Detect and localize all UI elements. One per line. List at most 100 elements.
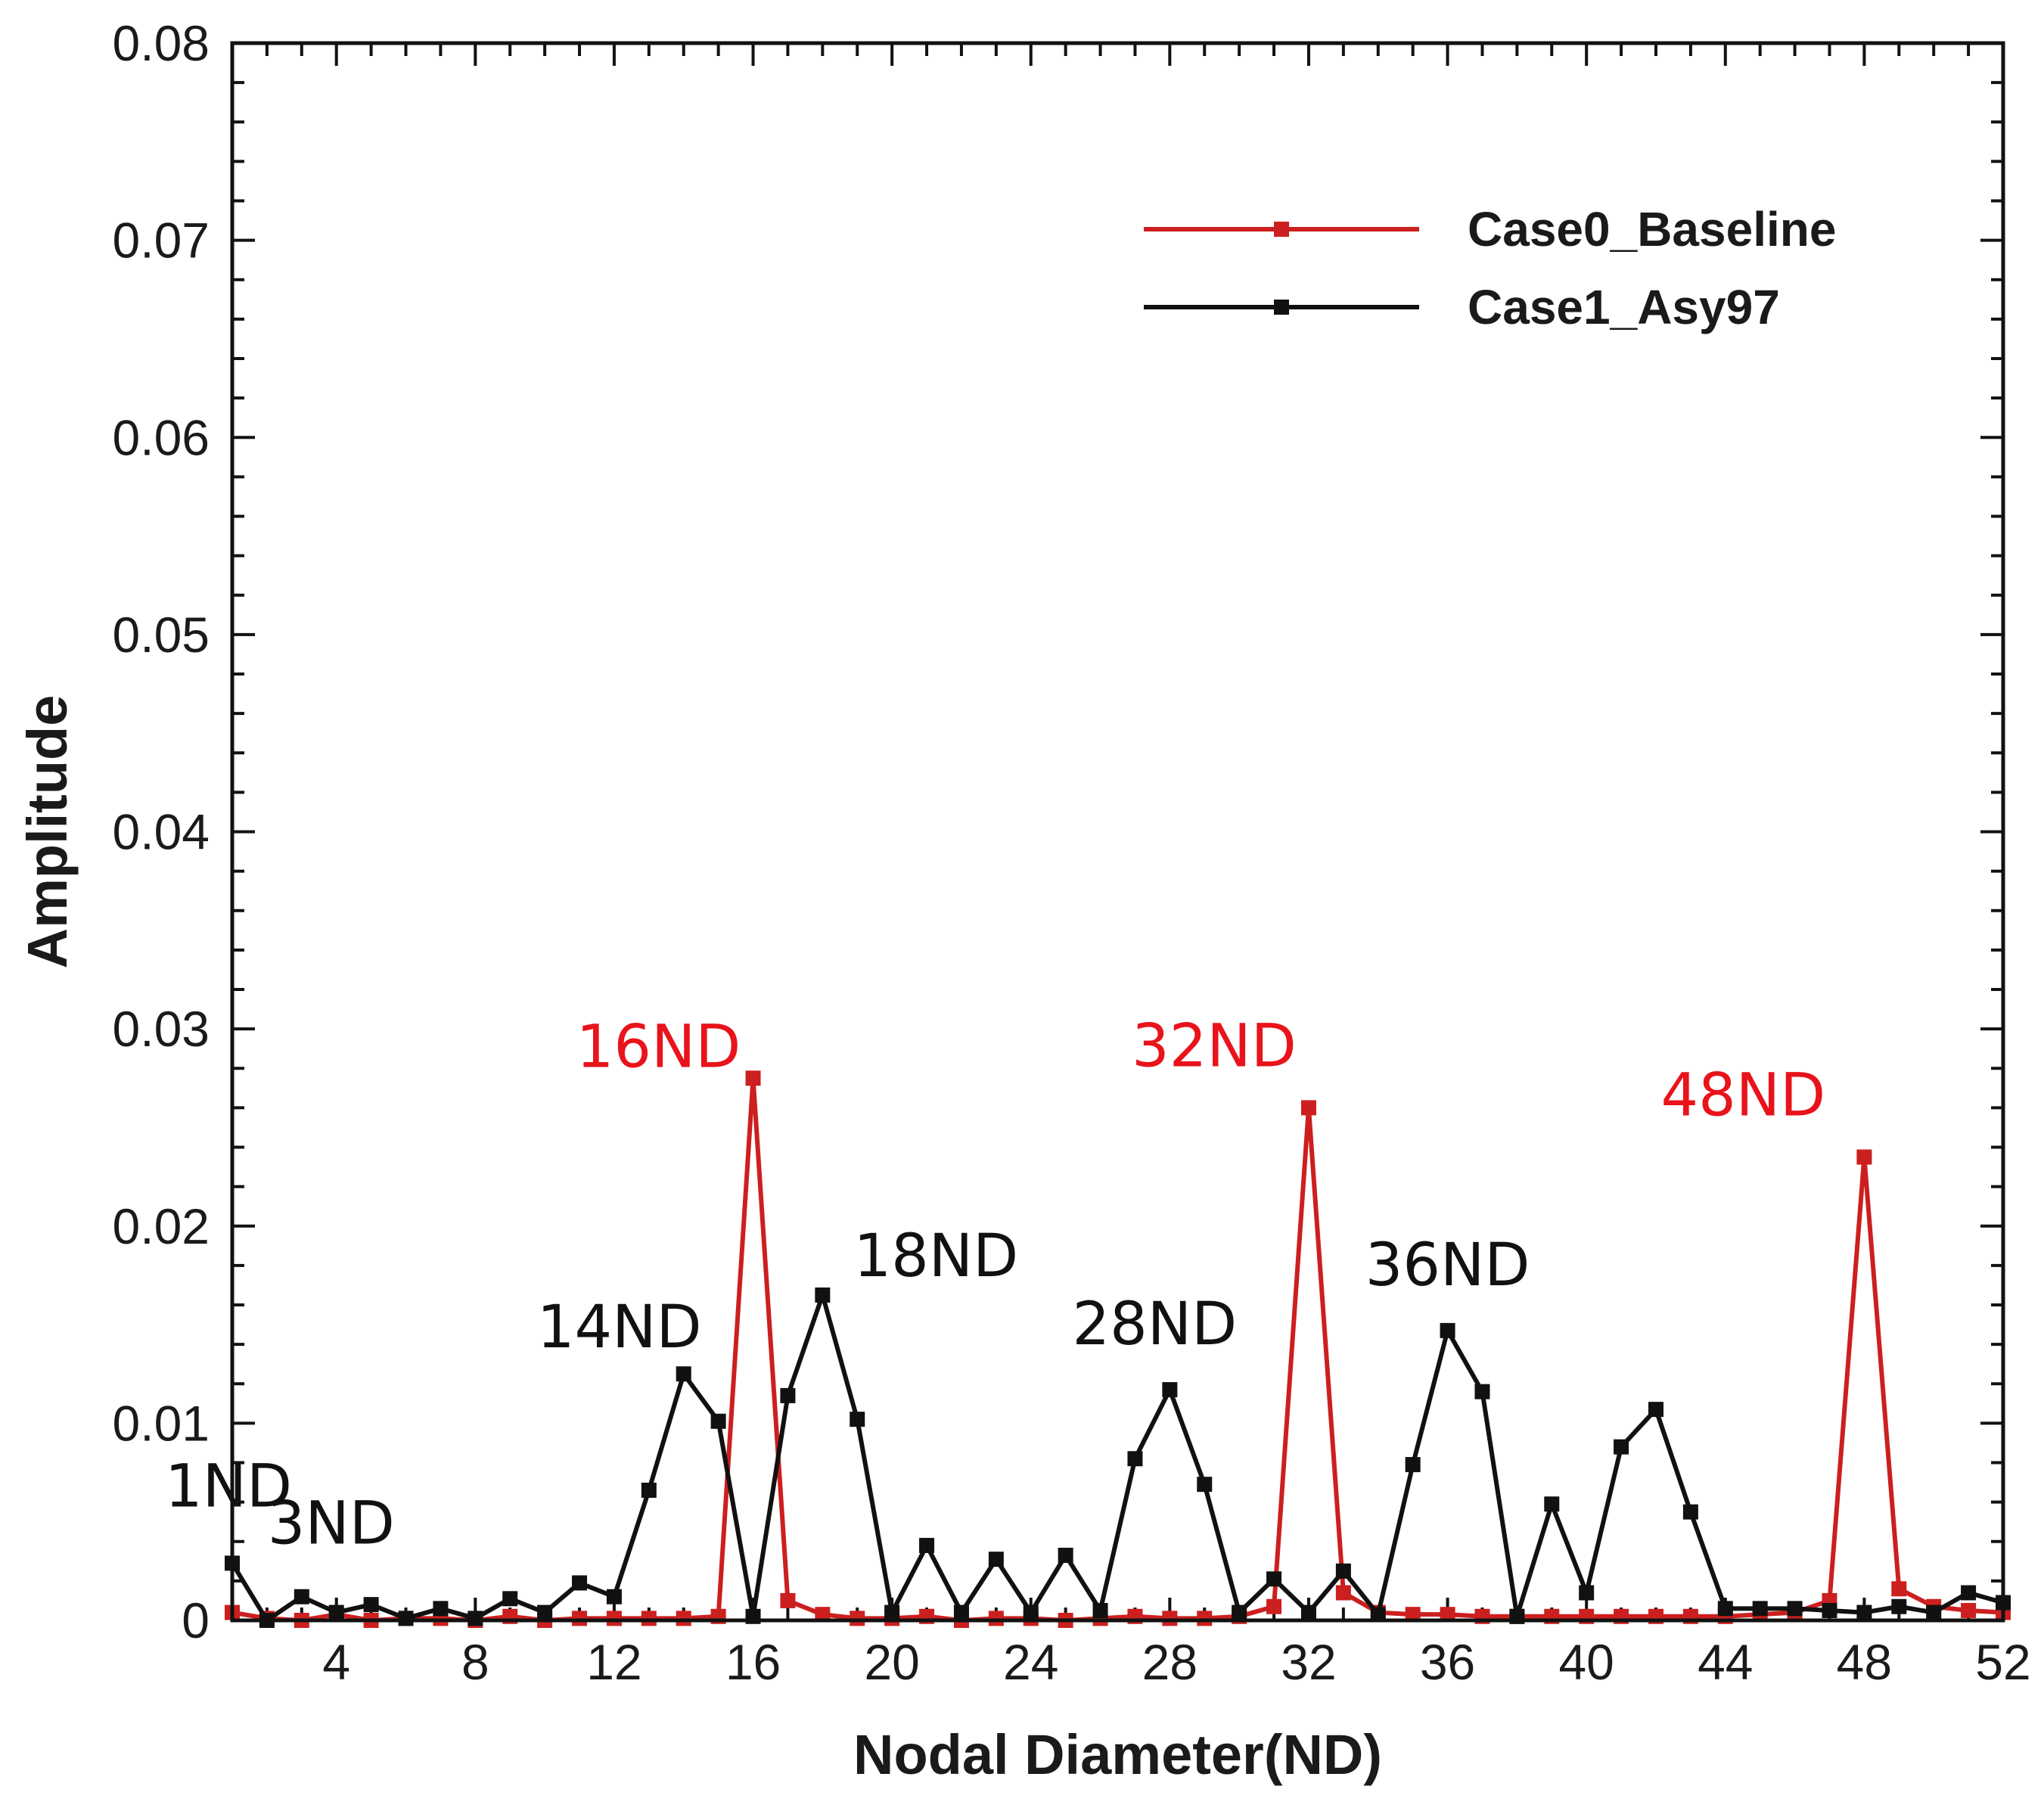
data-point	[1405, 1457, 1421, 1473]
data-point	[572, 1575, 588, 1591]
data-point	[1648, 1402, 1663, 1418]
data-point	[468, 1611, 483, 1626]
data-point	[676, 1611, 691, 1626]
data-point	[919, 1537, 935, 1553]
data-point	[1961, 1602, 1977, 1618]
legend-marker	[1274, 300, 1289, 315]
data-point	[1335, 1563, 1351, 1579]
data-point	[1405, 1607, 1421, 1623]
data-point	[294, 1589, 309, 1604]
data-point	[572, 1611, 588, 1626]
y-tick-label: 0.07	[113, 213, 210, 269]
data-point	[1752, 1601, 1768, 1617]
annotation-label: 1ND	[165, 1452, 292, 1521]
data-point	[328, 1604, 344, 1620]
legend: Case0_Baseline Case1_Asy97	[1144, 202, 1836, 334]
x-tick-label: 12	[586, 1634, 641, 1690]
y-tick-label: 0.03	[113, 1001, 210, 1057]
x-tick-label: 20	[864, 1634, 919, 1690]
data-point	[1058, 1547, 1073, 1563]
data-point	[1474, 1384, 1490, 1399]
data-point	[1162, 1611, 1178, 1626]
annotation-label: 14ND	[537, 1294, 702, 1362]
data-point	[1440, 1322, 1455, 1338]
series-line	[231, 1076, 2004, 1623]
x-tick-label: 36	[1420, 1634, 1475, 1690]
data-point	[1614, 1439, 1629, 1455]
data-point	[780, 1387, 796, 1403]
data-point	[606, 1589, 622, 1604]
x-tick-label: 8	[461, 1634, 489, 1690]
y-tick-label: 0.05	[113, 607, 210, 663]
x-tick-label: 40	[1558, 1634, 1614, 1690]
data-point	[1266, 1598, 1282, 1614]
data-point	[1961, 1585, 1977, 1601]
data-point	[1891, 1581, 1907, 1597]
y-tick-label: 0	[182, 1592, 210, 1648]
data-point	[1197, 1477, 1213, 1493]
x-tick-label: 32	[1281, 1634, 1336, 1690]
data-point	[815, 1607, 831, 1623]
legend-label: Case1_Asy97	[1468, 280, 1780, 334]
data-point	[641, 1482, 657, 1498]
data-point	[1197, 1611, 1213, 1626]
annotation-label: 32ND	[1132, 1012, 1297, 1080]
annotation-label: 18ND	[853, 1222, 1018, 1291]
data-point	[1856, 1149, 1872, 1165]
y-axis-title: Amplitude	[16, 695, 79, 969]
data-point	[1787, 1601, 1803, 1617]
data-point	[953, 1604, 969, 1620]
x-tick-label: 16	[725, 1634, 781, 1690]
data-point	[1717, 1601, 1733, 1617]
data-point	[1682, 1504, 1698, 1520]
data-point	[1440, 1607, 1455, 1623]
data-point	[1127, 1451, 1143, 1467]
data-point	[537, 1604, 553, 1620]
data-point	[884, 1604, 900, 1620]
data-point	[502, 1591, 518, 1607]
data-point	[433, 1601, 449, 1617]
data-point	[1023, 1604, 1039, 1620]
data-point	[1544, 1496, 1560, 1512]
annotation-label: 28ND	[1073, 1291, 1238, 1359]
x-axis-title: Nodal Diameter(ND)	[853, 1723, 1382, 1786]
data-point	[850, 1412, 865, 1427]
x-tick-label: 52	[1975, 1634, 2030, 1690]
data-point	[815, 1287, 831, 1303]
data-point	[1822, 1602, 1837, 1618]
y-tick-label: 0.06	[113, 409, 210, 465]
legend-marker	[1274, 222, 1289, 237]
data-point	[1926, 1604, 1942, 1620]
data-point	[1856, 1604, 1872, 1620]
x-tick-label: 44	[1698, 1634, 1753, 1690]
data-point	[676, 1366, 691, 1382]
x-tick-label: 48	[1837, 1634, 1892, 1690]
data-point	[363, 1597, 379, 1613]
data-point	[1300, 1604, 1316, 1620]
x-tick-label: 24	[1003, 1634, 1058, 1690]
data-point	[1370, 1607, 1386, 1623]
data-point	[1300, 1100, 1316, 1116]
data-point	[780, 1592, 796, 1608]
data-point	[641, 1611, 657, 1626]
data-point	[850, 1611, 865, 1626]
data-point	[988, 1552, 1004, 1567]
series-line	[230, 1292, 2004, 1623]
series-Case1_Asy97	[225, 1287, 2011, 1628]
data-point	[1335, 1585, 1351, 1601]
y-tick-label: 0.01	[113, 1395, 210, 1451]
annotation-label: 16ND	[576, 1013, 741, 1081]
data-point	[398, 1611, 414, 1626]
data-point	[710, 1413, 726, 1429]
data-point	[606, 1611, 622, 1626]
data-point	[745, 1070, 761, 1086]
x-tick-label: 28	[1142, 1634, 1198, 1690]
annotation-label: 3ND	[268, 1490, 395, 1558]
y-tick-label: 0.08	[113, 15, 210, 71]
data-point	[1092, 1602, 1108, 1618]
data-point	[1891, 1598, 1907, 1614]
plot-frame	[230, 41, 2005, 1623]
x-tick-label: 4	[322, 1634, 350, 1690]
